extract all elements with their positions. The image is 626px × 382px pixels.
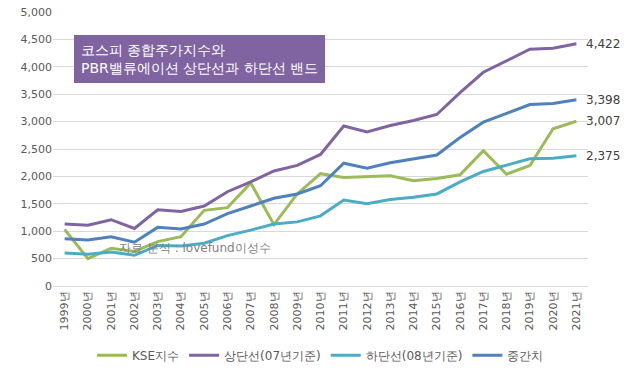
- svg-text:중간치: 중간치: [507, 349, 543, 363]
- svg-text:1,000: 1,000: [21, 225, 53, 238]
- svg-text:2015년: 2015년: [430, 291, 443, 330]
- svg-text:1,500: 1,500: [21, 198, 53, 211]
- svg-text:1999년: 1999년: [58, 291, 71, 330]
- svg-text:5,000: 5,000: [21, 6, 53, 19]
- svg-text:3,000: 3,000: [21, 115, 53, 128]
- svg-text:3,500: 3,500: [21, 88, 53, 101]
- svg-text:4,422: 4,422: [586, 37, 620, 51]
- svg-text:2014년: 2014년: [407, 291, 420, 330]
- svg-text:2005년: 2005년: [198, 291, 211, 330]
- svg-text:2008년: 2008년: [268, 291, 281, 330]
- svg-text:하단선(08년기준): 하단선(08년기준): [366, 349, 463, 363]
- svg-text:코스피 종합주가지수와PBR밸류에이션 상단선과 하단선 밴: 코스피 종합주가지수와PBR밸류에이션 상단선과 하단선 밴드: [81, 42, 318, 76]
- svg-text:2016년: 2016년: [454, 291, 467, 330]
- svg-text:2006년: 2006년: [221, 291, 234, 330]
- svg-text:2,000: 2,000: [21, 170, 53, 183]
- svg-text:2013년: 2013년: [384, 291, 397, 330]
- svg-text:KSE지수: KSE지수: [132, 349, 179, 363]
- svg-text:4,000: 4,000: [21, 61, 53, 74]
- svg-text:0: 0: [45, 280, 52, 293]
- svg-text:2021년: 2021년: [570, 291, 583, 330]
- svg-text:2001년: 2001년: [105, 291, 118, 330]
- svg-text:자료 분석 : lovefund이성수: 자료 분석 : lovefund이성수: [119, 241, 271, 255]
- svg-text:2004년: 2004년: [175, 291, 188, 330]
- svg-text:2,375: 2,375: [586, 149, 620, 163]
- svg-text:2007년: 2007년: [244, 291, 257, 330]
- svg-text:3,398: 3,398: [586, 93, 620, 107]
- svg-text:2000년: 2000년: [81, 291, 94, 330]
- svg-text:2019년: 2019년: [523, 291, 536, 330]
- svg-text:2011년: 2011년: [337, 291, 350, 330]
- svg-text:2,500: 2,500: [21, 143, 53, 156]
- svg-text:2010년: 2010년: [314, 291, 327, 330]
- svg-text:2009년: 2009년: [291, 291, 304, 330]
- svg-text:4,500: 4,500: [21, 33, 53, 46]
- svg-text:2020년: 2020년: [547, 291, 560, 330]
- svg-text:500: 500: [31, 252, 52, 265]
- svg-text:2012년: 2012년: [361, 291, 374, 330]
- svg-text:3,007: 3,007: [586, 114, 620, 128]
- svg-text:2002년: 2002년: [128, 291, 141, 330]
- svg-text:2003년: 2003년: [151, 291, 164, 330]
- svg-text:상단선(07년기준): 상단선(07년기준): [224, 349, 321, 363]
- svg-text:2017년: 2017년: [477, 291, 490, 330]
- svg-text:2018년: 2018년: [500, 291, 513, 330]
